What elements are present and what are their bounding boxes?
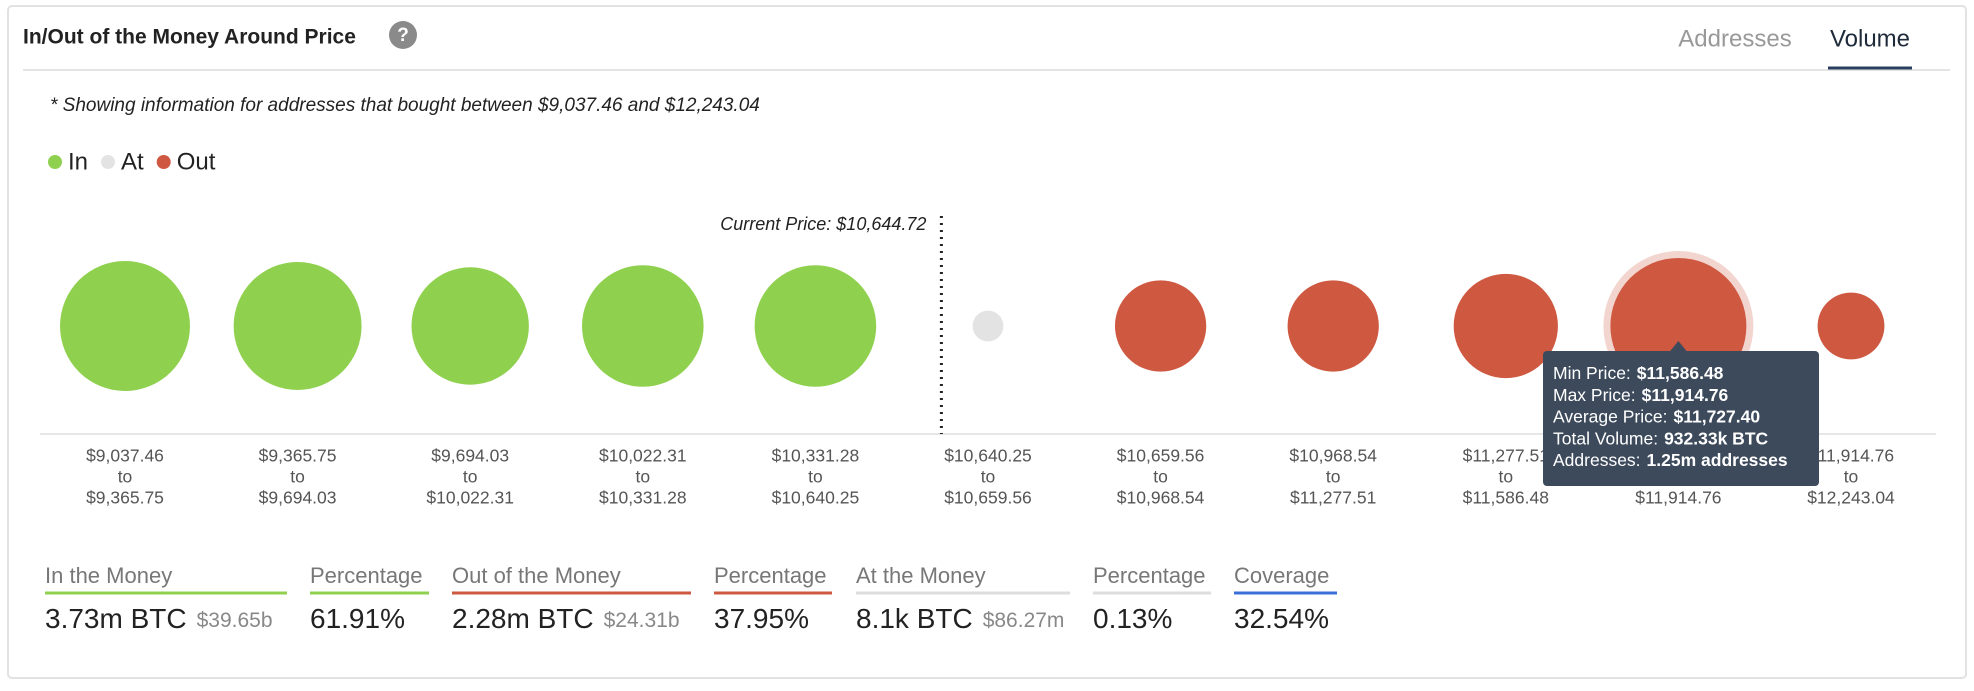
legend-marker [101,155,116,169]
stat-main: 32.54% [1234,603,1329,634]
tooltip-box [1543,351,1819,486]
x-tick-label: $9,694.03 [431,446,509,466]
current-price-label: Current Price: $10,644.72 [720,214,926,234]
stat-main: 8.1k BTC [856,603,973,634]
x-tick-label: $12,243.04 [1807,488,1895,508]
stat-label: Coverage [1234,563,1329,588]
stat-main: 0.13% [1093,603,1172,634]
legend-marker [48,155,62,169]
legend-label[interactable]: At [121,148,144,175]
x-tick-label: $10,022.31 [426,488,514,508]
title: In/Out of the Money Around Price [23,26,356,49]
x-tick-label: to [463,467,478,487]
tab[interactable]: Addresses [1678,25,1791,52]
stat-value: 3.73m BTC $39.65b [45,603,273,634]
stat-sub: $39.65b [197,609,273,632]
stat-value: 37.95% [714,603,809,634]
stat-main: 3.73m BTC [45,603,187,634]
stat-main: 61.91% [310,603,405,634]
stat-main: 37.95% [714,603,809,634]
x-tick-label: $9,365.75 [86,488,164,508]
bubble[interactable] [1114,280,1207,372]
tooltip-value: 1.25m addresses [1647,450,1788,470]
stat-sub: $86.27m [983,609,1065,632]
bubble[interactable] [1817,292,1885,360]
bubble[interactable] [411,267,529,385]
x-tick-label: to [290,467,305,487]
bubble[interactable] [754,265,877,387]
stat-sub: $24.31b [604,609,680,632]
x-tick-label: $9,037.46 [86,446,164,466]
stat-label: Out of the Money [452,563,621,588]
tooltip-row: Max Price: $11,914.76 [1553,384,1729,404]
tooltip-pointer [1669,341,1688,352]
stat-main: 2.28m BTC [452,603,594,634]
stat-label: Percentage [714,563,827,588]
stat-label: Percentage [310,563,423,588]
x-tick-label: $11,914.76 [1808,446,1894,466]
x-tick-label: $10,659.56 [1117,446,1205,466]
stat-label: Percentage [1093,563,1206,588]
x-tick-label: to [1844,467,1859,487]
x-tick-label: $10,659.56 [944,488,1032,508]
x-tick-label: $11,914.76 [1635,488,1721,508]
stat-value: 61.91% [310,603,405,634]
stat-label: At the Money [856,563,986,588]
note: * Showing information for addresses that… [50,95,760,116]
help-icon-text[interactable]: ? [397,25,409,46]
x-tick-label: $10,968.54 [1117,488,1205,508]
stat-value: 8.1k BTC $86.27m [856,603,1064,634]
bubble[interactable] [972,310,1004,342]
legend-marker [156,155,171,169]
x-tick-label: $11,586.48 [1463,488,1549,508]
bubble[interactable] [582,265,704,387]
bubble[interactable] [1453,273,1558,379]
x-tick-label: $10,331.28 [599,488,687,508]
tooltip-row: Average Price: $11,727.40 [1553,406,1760,426]
tooltip-row: Min Price: $11,586.48 [1553,363,1724,383]
tooltip-label: Average Price: [1553,406,1667,426]
stat-label: In the Money [45,563,172,588]
tab[interactable]: Volume [1830,25,1910,52]
tooltip-value: $11,914.76 [1642,384,1729,404]
bubble[interactable] [233,262,362,390]
tooltip-label: Min Price: [1553,363,1631,383]
tooltip-label: Total Volume: [1553,428,1658,448]
x-tick-label: $10,968.54 [1289,446,1377,466]
x-tick-label: $9,365.75 [259,446,337,466]
x-tick-label: $10,022.31 [599,446,687,466]
x-tick-label: to [1153,467,1168,487]
x-tick-label: to [118,467,133,487]
card [7,5,1967,679]
stat-value: 32.54% [1234,603,1329,634]
tooltip-value: 932.33k BTC [1664,428,1768,448]
tooltip-value: $11,727.40 [1673,406,1760,426]
x-tick-label: $10,331.28 [772,446,860,466]
tooltip-row: Total Volume: 932.33k BTC [1553,428,1769,448]
x-tick-label: to [1498,467,1513,487]
x-tick-label: $10,640.25 [772,488,860,508]
tooltip-row: Addresses: 1.25m addresses [1553,450,1788,470]
tooltip-label: Addresses: [1553,450,1641,470]
stat-value: 2.28m BTC $24.31b [452,603,680,634]
x-tick-label: $9,694.03 [259,488,337,508]
x-tick-label: $11,277.51 [1290,488,1376,508]
bubble[interactable] [60,261,190,391]
bubble[interactable] [1287,280,1379,372]
help-icon[interactable] [389,21,417,49]
x-tick-label: to [1326,467,1341,487]
x-tick-label: to [808,467,823,487]
legend-label[interactable]: In [68,148,88,175]
x-tick-label: to [635,467,650,487]
legend-label[interactable]: Out [177,148,216,175]
x-tick-label: to [981,467,996,487]
x-tick-label: $10,640.25 [944,446,1032,466]
tooltip-label: Max Price: [1553,384,1636,404]
stat-value: 0.13% [1093,603,1172,634]
x-tick-label: $11,277.51 [1463,446,1549,466]
tooltip-value: $11,586.48 [1637,363,1724,383]
